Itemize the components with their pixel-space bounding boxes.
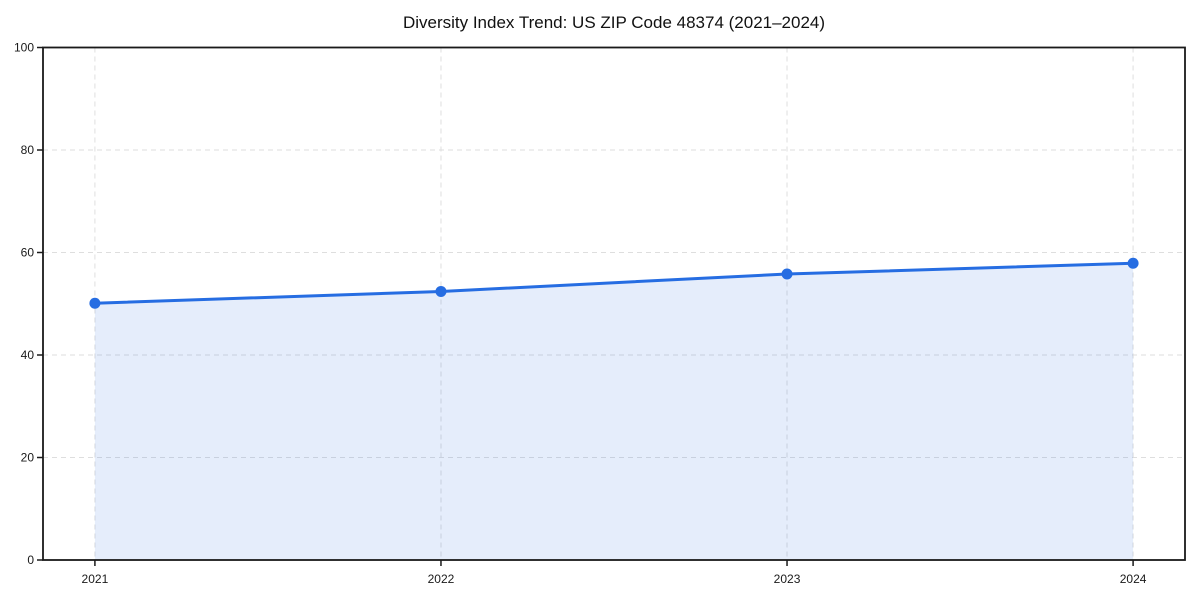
area-fill — [94, 263, 1134, 560]
y-tick-label: 100 — [14, 41, 34, 55]
y-tick-label: 40 — [21, 348, 35, 362]
data-point-2023 — [781, 268, 793, 280]
plot-border — [42, 46, 1186, 561]
chart-title: Diversity Index Trend: US ZIP Code 48374… — [402, 13, 826, 32]
trend-line — [93, 261, 1135, 305]
x-tick-label: 2022 — [428, 572, 455, 586]
x-tick-label: 2021 — [82, 572, 109, 586]
data-point-2024 — [1127, 257, 1139, 269]
y-tick-label: 80 — [21, 143, 35, 157]
y-tick-label: 20 — [21, 451, 35, 465]
x-tick-label: 2023 — [774, 572, 801, 586]
x-tick-label: 2024 — [1120, 572, 1147, 586]
y-tick-label: 0 — [27, 553, 34, 567]
data-point-2022 — [435, 285, 447, 297]
y-tick-label: 60 — [21, 246, 35, 260]
data-point-2021 — [89, 297, 101, 309]
